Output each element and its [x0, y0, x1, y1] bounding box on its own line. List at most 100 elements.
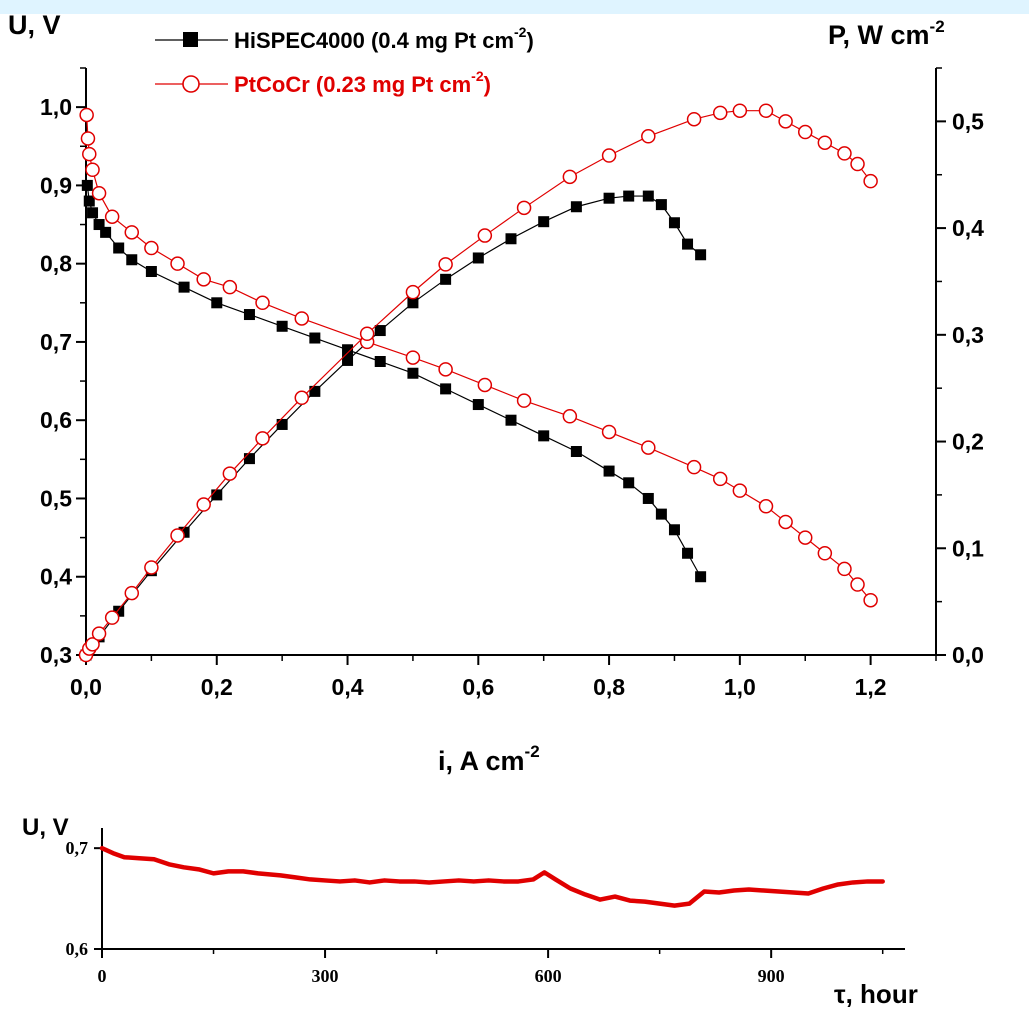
data-point-square — [178, 281, 190, 293]
data-point-square — [603, 192, 615, 204]
data-point-square — [374, 325, 386, 337]
legend-entry-hispec: HiSPEC4000 (0.4 mg Pt cm-2) — [155, 24, 534, 53]
data-point-square — [342, 354, 354, 366]
data-point-square — [538, 430, 550, 442]
data-point-square — [695, 249, 707, 261]
left-y-tick-label: 0,7 — [40, 329, 72, 355]
data-point-circle — [294, 390, 310, 406]
data-point-circle — [797, 530, 813, 545]
data-point-square — [309, 332, 321, 344]
data-point-circle — [516, 200, 532, 216]
data-point-circle — [850, 156, 865, 172]
data-point-square — [211, 489, 223, 501]
data-point-square — [342, 344, 354, 356]
stability-x-axis-title: τ, hour — [834, 979, 918, 1009]
legend-label-ptcocr-suffix: ) — [484, 72, 491, 97]
data-point-circle — [255, 295, 270, 311]
data-point-square — [538, 216, 550, 228]
data-point-circle — [758, 499, 774, 514]
data-point-circle — [686, 111, 702, 127]
data-point-square — [668, 217, 680, 229]
data-point-circle — [359, 326, 375, 342]
left-y-tick-label: 0,3 — [40, 642, 72, 668]
data-point-circle — [601, 424, 617, 440]
data-point-circle — [255, 431, 270, 446]
data-point-square — [440, 383, 452, 395]
left-y-tick-label: 0,8 — [40, 251, 72, 277]
x-axis-title-sup: -2 — [525, 742, 540, 761]
data-point-square — [642, 190, 654, 202]
stability-x-tick-label: 600 — [535, 966, 562, 986]
data-point-circle — [758, 103, 774, 118]
data-point-circle — [144, 560, 159, 575]
legend-label-hispec-main: HiSPEC4000 (0.4 mg Pt cm — [234, 28, 514, 53]
legend-square-marker — [183, 32, 198, 47]
data-point-circle — [405, 350, 421, 365]
left-y-tick-label: 0,6 — [40, 407, 72, 433]
data-point-square — [623, 477, 635, 489]
data-point-circle — [438, 257, 453, 272]
stability-x-tick-label: 900 — [758, 966, 785, 986]
stability-x-tick-label: 300 — [312, 966, 339, 986]
x-tick-label: 0,6 — [462, 674, 494, 700]
left-y-tick-label: 1,0 — [40, 94, 72, 120]
main-plot: 0,0 0,2 0,4 0,6 0,8 1,0 1,2 0,3 0,4 0,5 0,6 0,7 0,8 0… — [40, 67, 984, 700]
data-point-circle — [85, 637, 100, 652]
data-point-circle — [170, 256, 185, 271]
right-axis-title-main: P, W cm — [828, 20, 930, 50]
stability-y-tick-label: 0,7 — [66, 838, 89, 858]
data-point-circle — [104, 610, 120, 625]
right-axis-title-sup: -2 — [930, 17, 945, 36]
data-point-square — [113, 605, 125, 617]
x-tick-label: 0,8 — [593, 674, 625, 700]
data-point-circle — [712, 471, 728, 487]
stability-plot: 0 300 600 900 0,6 0,7 — [66, 828, 905, 986]
data-point-square — [570, 201, 582, 213]
data-point-square — [472, 399, 484, 411]
right-axis-title: P, W cm-2 — [828, 17, 945, 50]
data-point-square — [440, 273, 452, 285]
data-point-square — [682, 238, 694, 250]
data-point-circle — [222, 279, 238, 295]
data-point-circle — [222, 466, 238, 481]
data-point-circle — [837, 561, 852, 577]
stability-tick-labels: 0 300 600 900 0,6 0,7 — [66, 838, 785, 986]
data-point-circle — [562, 409, 578, 424]
left-axis-title: U, V — [8, 10, 61, 40]
data-point-square — [655, 199, 667, 211]
data-point-square — [682, 547, 694, 559]
legend-label-ptcocr: PtCoCr (0.23 mg Pt cm-2) — [234, 68, 491, 97]
right-y-tick-label: 0,0 — [952, 642, 984, 668]
data-point-circle — [124, 225, 140, 240]
right-y-tick-label: 0,4 — [952, 215, 984, 241]
data-point-square — [505, 414, 517, 426]
data-point-circle — [686, 459, 702, 475]
x-tick-label: 1,2 — [855, 674, 887, 700]
stability-series-line — [99, 845, 885, 908]
data-point-square — [276, 418, 288, 430]
data-point-circle — [712, 105, 728, 121]
right-y-tick-label: 0,3 — [952, 322, 984, 348]
data-point-square — [505, 233, 517, 245]
legend: HiSPEC4000 (0.4 mg Pt cm-2) PtCoCr (0.23… — [155, 24, 534, 97]
data-point-circle — [641, 129, 656, 144]
data-point-square — [113, 242, 125, 254]
data-point-square — [472, 252, 484, 264]
legend-label-hispec-sup: -2 — [514, 24, 527, 40]
stability-ticks — [94, 847, 884, 958]
series-line-circle-voltage — [86, 114, 872, 601]
data-point-circle — [170, 528, 185, 543]
data-point-circle — [817, 135, 833, 150]
data-point-square — [87, 207, 99, 219]
data-point-circle — [601, 148, 617, 163]
right-y-tick-label: 0,1 — [952, 535, 984, 561]
main-ticks — [76, 67, 946, 665]
left-y-tick-label: 0,5 — [40, 485, 72, 511]
main-series — [78, 103, 878, 663]
legend-label-hispec: HiSPEC4000 (0.4 mg Pt cm-2) — [234, 24, 534, 53]
data-point-square — [276, 320, 288, 332]
data-point-circle — [79, 107, 94, 123]
data-point-square — [407, 367, 419, 379]
data-point-circle — [80, 131, 96, 146]
data-point-square — [407, 297, 419, 309]
